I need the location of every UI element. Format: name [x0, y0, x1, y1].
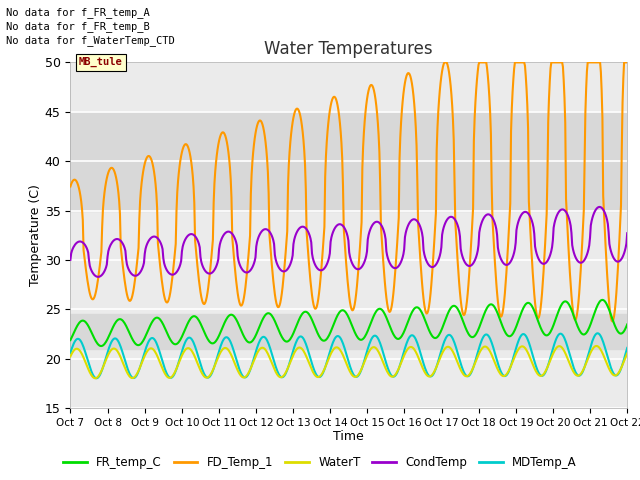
WaterT — [134, 368, 142, 373]
CondTemp — [67, 257, 74, 263]
WaterT — [593, 343, 600, 349]
Line: FD_Temp_1: FD_Temp_1 — [70, 62, 627, 322]
FD_Temp_1 — [67, 184, 74, 190]
CondTemp — [191, 233, 199, 239]
Title: Water Temperatures: Water Temperatures — [264, 40, 433, 58]
FD_Temp_1 — [417, 258, 424, 264]
WaterT — [67, 354, 74, 360]
FR_temp_C — [434, 334, 442, 340]
MDTemp_A — [93, 375, 100, 381]
WaterT — [434, 361, 442, 367]
MDTemp_A — [623, 345, 631, 351]
MDTemp_A — [594, 330, 602, 336]
X-axis label: Time: Time — [333, 431, 364, 444]
FR_temp_C — [221, 320, 228, 326]
CondTemp — [417, 227, 425, 232]
FR_temp_C — [134, 342, 142, 348]
CondTemp — [595, 204, 603, 210]
WaterT — [92, 375, 99, 381]
CondTemp — [623, 230, 631, 236]
MDTemp_A — [77, 338, 84, 344]
CondTemp — [434, 259, 442, 265]
Line: FR_temp_C: FR_temp_C — [70, 300, 627, 346]
MDTemp_A — [417, 353, 425, 359]
Line: WaterT: WaterT — [70, 346, 627, 378]
MDTemp_A — [67, 350, 74, 356]
Bar — [70, 314, 627, 349]
WaterT — [221, 345, 228, 351]
WaterT — [417, 361, 425, 367]
Y-axis label: Temperature (C): Temperature (C) — [29, 184, 42, 286]
MDTemp_A — [221, 336, 228, 341]
FD_Temp_1 — [77, 193, 84, 199]
FD_Temp_1 — [191, 200, 198, 206]
MDTemp_A — [134, 369, 142, 374]
FD_Temp_1 — [609, 319, 616, 324]
FD_Temp_1 — [220, 130, 228, 135]
Bar — [70, 112, 627, 211]
WaterT — [623, 350, 631, 356]
WaterT — [77, 348, 84, 354]
CondTemp — [77, 239, 84, 244]
Legend: FR_temp_C, FD_Temp_1, WaterT, CondTemp, MDTemp_A: FR_temp_C, FD_Temp_1, WaterT, CondTemp, … — [58, 452, 582, 474]
Text: MB_tule: MB_tule — [79, 57, 122, 67]
CondTemp — [95, 274, 102, 280]
FR_temp_C — [191, 313, 199, 319]
MDTemp_A — [191, 344, 199, 349]
FD_Temp_1 — [134, 252, 141, 258]
FR_temp_C — [97, 343, 105, 349]
FR_temp_C — [417, 309, 425, 314]
FR_temp_C — [598, 297, 606, 303]
FD_Temp_1 — [440, 60, 448, 65]
CondTemp — [134, 271, 142, 277]
WaterT — [191, 354, 199, 360]
FR_temp_C — [623, 322, 631, 327]
MDTemp_A — [434, 361, 442, 367]
CondTemp — [221, 231, 228, 237]
Text: No data for f_FR_temp_A
No data for f_FR_temp_B
No data for f_WaterTemp_CTD: No data for f_FR_temp_A No data for f_FR… — [6, 7, 175, 46]
FD_Temp_1 — [433, 147, 440, 153]
FR_temp_C — [77, 319, 84, 324]
FR_temp_C — [67, 337, 74, 343]
FD_Temp_1 — [623, 60, 631, 65]
Line: CondTemp: CondTemp — [70, 207, 627, 277]
Line: MDTemp_A: MDTemp_A — [70, 333, 627, 378]
